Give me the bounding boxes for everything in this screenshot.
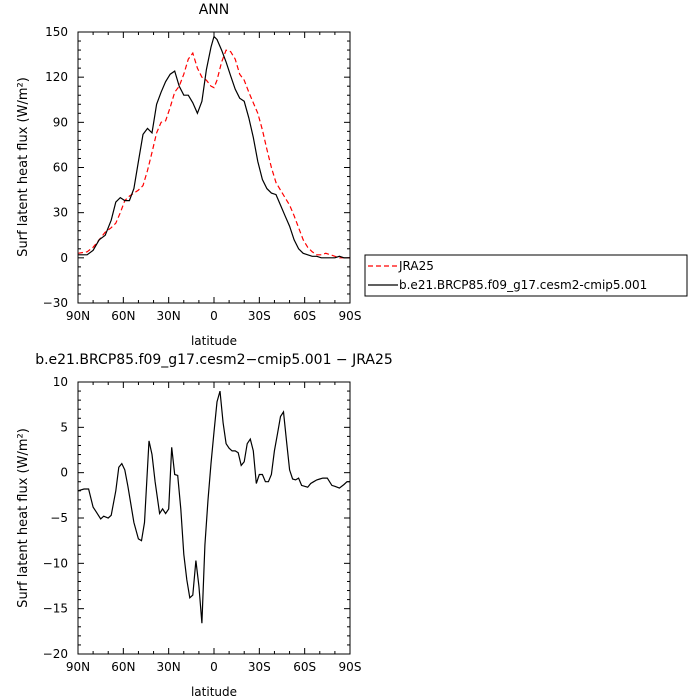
bottom-x-tick-label: 30N [157, 660, 181, 674]
top-series-lines [77, 35, 350, 259]
bottom-x-tick-label: 60N [111, 660, 135, 674]
top-x-tick-label: 30S [248, 309, 271, 323]
bottom-y-tick-label: −10 [43, 556, 68, 570]
top-axis-ticks: 90N 60N 30N 0 30S 60S 90S −30 0 30 60 90 120 150 [43, 25, 362, 323]
legend: JRA25 b.e21.BRCP85.f09_g17.cesm2-cmip5.0… [364, 254, 688, 297]
difference-panel: b.e21.BRCP85.f09_g17.cesm2−cmip5.001 − J… [16, 352, 393, 699]
bottom-y-tick-label: 5 [60, 420, 68, 434]
bottom-x-tick-label: 0 [210, 660, 218, 674]
top-y-axis-label: Surf latent heat flux (W/m²) [16, 77, 31, 257]
bottom-chart-title: b.e21.BRCP85.f09_g17.cesm2−cmip5.001 − J… [35, 352, 393, 368]
legend-box [364, 254, 688, 297]
bottom-series-line-0 [77, 390, 350, 624]
top-plot-frame [77, 31, 351, 304]
top-y-tick-label: 30 [53, 206, 68, 220]
bottom-y-axis-label: Surf latent heat flux (W/m²) [16, 428, 31, 608]
bottom-x-axis-label: latitude [191, 685, 237, 699]
bottom-x-tick-label: 90N [66, 660, 90, 674]
top-y-tick-label: 0 [60, 251, 68, 265]
bottom-axis-ticks: 90N 60N 30N 0 30S 60S 90S −20 −15 −10 −5 0 5 10 [43, 375, 362, 674]
top-x-tick-label: 90N [66, 309, 90, 323]
bottom-x-tick-label: 30S [248, 660, 271, 674]
top-x-tick-label: 60N [111, 309, 135, 323]
top-chart-title: ANN [199, 2, 230, 18]
legend-label-model: b.e21.BRCP85.f09_g17.cesm2-cmip5.001 [399, 278, 647, 292]
bottom-y-tick-label: −5 [50, 511, 68, 525]
top-series-line-1 [78, 35, 350, 259]
top-series-line-0 [77, 49, 350, 259]
top-y-tick-label: 120 [45, 70, 68, 84]
bottom-plot-frame [77, 381, 351, 655]
top-x-tick-label: 30N [157, 309, 181, 323]
top-x-axis-label: latitude [191, 334, 237, 348]
top-y-tick-label: 150 [45, 25, 68, 39]
bottom-x-tick-label: 90S [339, 660, 362, 674]
bottom-y-tick-label: −15 [43, 602, 68, 616]
bottom-x-tick-label: 60S [293, 660, 316, 674]
bottom-series-lines [77, 390, 350, 624]
top-x-tick-label: 0 [210, 309, 218, 323]
top-y-tick-label: 60 [53, 161, 68, 175]
bottom-y-tick-label: −20 [43, 647, 68, 661]
bottom-y-tick-label: 0 [60, 466, 68, 480]
climatology-panel: ANN Surf latent heat flux (W/m²) 90N 60N 3… [16, 2, 361, 348]
top-x-tick-label: 90S [339, 309, 362, 323]
bottom-y-tick-label: 10 [53, 375, 68, 389]
top-y-tick-label: 90 [53, 115, 68, 129]
top-x-tick-label: 60S [293, 309, 316, 323]
top-y-tick-label: −30 [43, 296, 68, 310]
legend-label-jra25: JRA25 [398, 259, 434, 273]
